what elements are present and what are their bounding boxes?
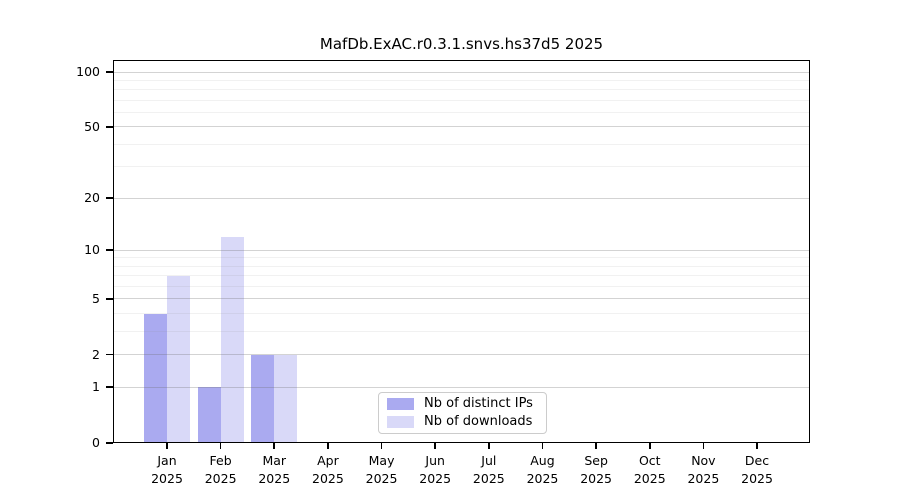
x-tick-mark-jan bbox=[166, 443, 168, 449]
x-tick-mark-nov bbox=[702, 443, 705, 449]
y-tick-label-2: 2 bbox=[92, 346, 100, 362]
x-tick-mark-jun bbox=[434, 443, 436, 449]
gridline-minor-4 bbox=[113, 313, 810, 315]
y-tick-mark-1 bbox=[106, 386, 113, 389]
bar-mar-distinct-ips bbox=[251, 354, 275, 443]
legend-label-distinct-ips: Nb of distinct IPs bbox=[424, 396, 533, 411]
y-tick-mark-20 bbox=[106, 197, 113, 200]
gridline-minor-6 bbox=[113, 286, 810, 288]
gridline-minor-70 bbox=[113, 99, 810, 101]
x-tick-label-oct: Oct 2025 bbox=[633, 453, 666, 486]
x-tick-mark-may bbox=[380, 443, 383, 449]
bar-feb-distinct-ips bbox=[197, 387, 221, 443]
gridline-minor-3 bbox=[113, 331, 810, 333]
x-tick-label-may: May 2025 bbox=[365, 453, 398, 486]
legend-label-downloads: Nb of downloads bbox=[424, 414, 533, 429]
y-tick-mark-10 bbox=[106, 249, 113, 252]
legend-swatch-downloads bbox=[387, 416, 414, 428]
y-tick-label-5: 5 bbox=[92, 290, 100, 306]
y-tick-label-20: 20 bbox=[84, 190, 100, 206]
chart-title: MafDb.ExAC.r0.3.1.snvs.hs37d5 2025 bbox=[319, 35, 604, 53]
x-tick-label-feb: Feb 2025 bbox=[204, 453, 237, 486]
x-tick-mark-feb bbox=[219, 443, 222, 449]
y-tick-mark-50 bbox=[106, 126, 113, 128]
x-tick-label-sep: Sep 2025 bbox=[580, 453, 613, 486]
x-tick-label-jul: Jul 2025 bbox=[472, 453, 505, 486]
y-tick-label-50: 50 bbox=[84, 118, 100, 134]
x-tick-mark-jul bbox=[488, 443, 490, 449]
x-tick-label-dec: Dec 2025 bbox=[741, 453, 773, 486]
x-tick-mark-sep bbox=[595, 443, 597, 449]
gridline-minor-8 bbox=[113, 265, 810, 267]
x-tick-label-mar: Mar 2025 bbox=[258, 453, 291, 486]
bar-jan-downloads bbox=[167, 275, 190, 443]
legend-entry-distinct-ips: Nb of distinct IPs bbox=[387, 396, 538, 412]
x-tick-mark-apr bbox=[327, 443, 329, 449]
y-tick-mark-2 bbox=[106, 353, 113, 356]
gridline-major-5 bbox=[113, 298, 810, 300]
y-tick-mark-5 bbox=[106, 298, 113, 300]
x-tick-mark-mar bbox=[273, 443, 276, 449]
x-tick-mark-aug bbox=[541, 443, 544, 449]
gridline-minor-80 bbox=[113, 89, 810, 91]
gridline-minor-90 bbox=[113, 79, 810, 81]
x-tick-label-jun: Jun 2025 bbox=[419, 453, 452, 486]
gridline-major-20 bbox=[113, 197, 810, 199]
legend-swatch-distinct-ips bbox=[387, 398, 414, 410]
plot-area-border bbox=[113, 60, 810, 443]
y-tick-label-10: 10 bbox=[84, 242, 100, 258]
legend: Nb of distinct IPs Nb of downloads bbox=[378, 392, 547, 434]
x-tick-label-jan: Jan 2025 bbox=[151, 453, 183, 486]
y-tick-label-0: 0 bbox=[92, 435, 100, 450]
x-tick-mark-dec bbox=[756, 443, 758, 449]
gridline-minor-9 bbox=[113, 257, 810, 259]
gridline-major-2 bbox=[113, 354, 810, 356]
x-tick-label-nov: Nov 2025 bbox=[687, 453, 720, 486]
gridline-minor-40 bbox=[113, 143, 810, 145]
gridline-minor-30 bbox=[113, 166, 810, 168]
bar-jan-distinct-ips bbox=[144, 313, 167, 443]
y-tick-label-100: 100 bbox=[76, 64, 100, 79]
bar-feb-downloads bbox=[220, 236, 244, 443]
gridline-minor-60 bbox=[113, 112, 810, 114]
gridline-major-1 bbox=[113, 386, 810, 388]
x-tick-mark-oct bbox=[648, 443, 651, 449]
x-tick-label-aug: Aug 2025 bbox=[526, 453, 559, 486]
gridline-minor-7 bbox=[113, 275, 810, 277]
gridline-major-100 bbox=[113, 71, 810, 73]
gridline-major-50 bbox=[113, 126, 810, 128]
y-tick-mark-100 bbox=[106, 71, 113, 73]
y-tick-label-1: 1 bbox=[92, 379, 100, 395]
bar-mar-downloads bbox=[274, 354, 298, 443]
gridline-major-10 bbox=[113, 249, 810, 251]
x-tick-label-apr: Apr 2025 bbox=[312, 453, 344, 486]
y-tick-mark-0 bbox=[106, 442, 113, 444]
legend-entry-downloads: Nb of downloads bbox=[387, 414, 538, 430]
